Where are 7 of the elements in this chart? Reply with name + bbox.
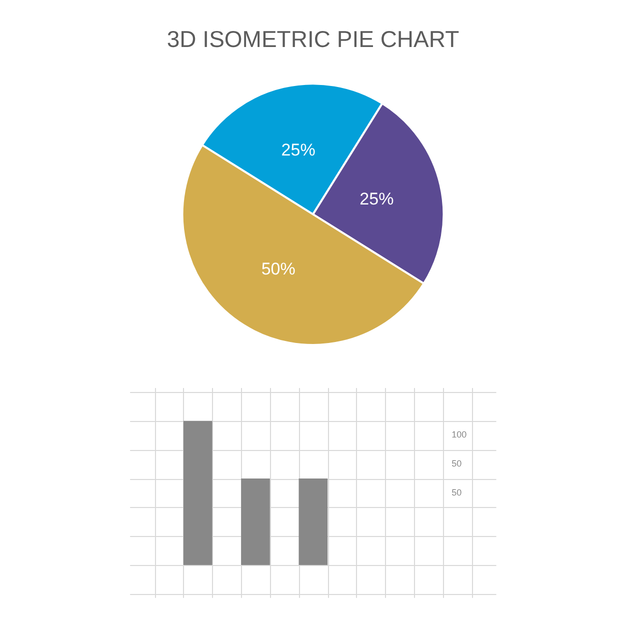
text: 100 <box>452 430 467 440</box>
chart-title: 3D ISOMETRIC PIE CHART <box>166 26 460 52</box>
data-label: 25% <box>281 140 316 160</box>
text: 50 <box>452 487 462 498</box>
data-label: 50% <box>261 259 296 278</box>
text: 50 <box>452 458 462 469</box>
data-label: 25% <box>360 189 394 208</box>
